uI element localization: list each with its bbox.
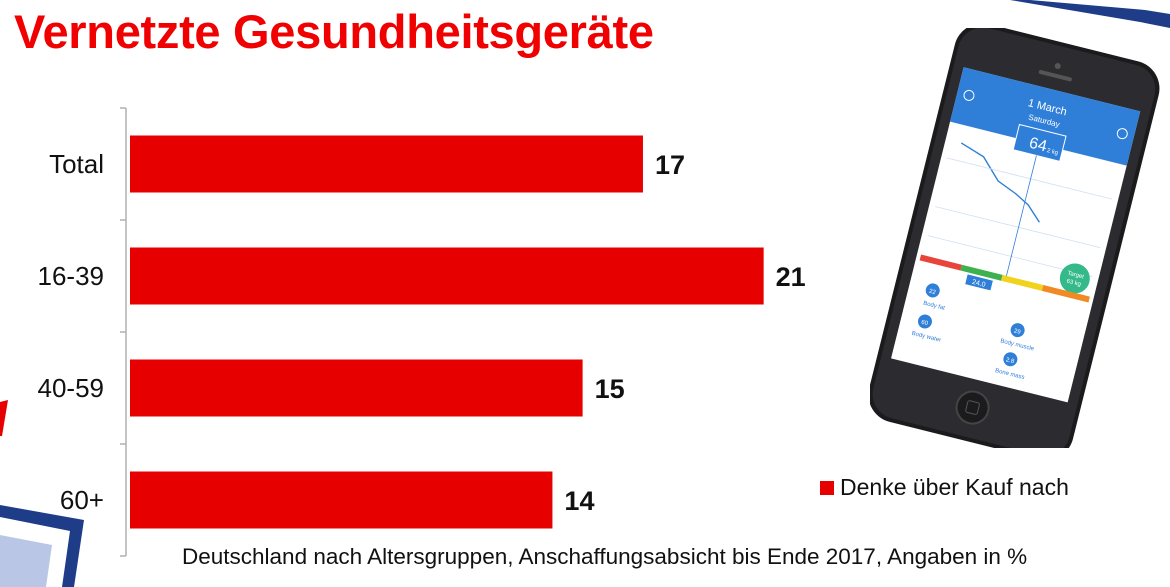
next-day-icon	[1116, 128, 1128, 140]
date-marker-line	[1004, 155, 1037, 282]
body-muscle-icon	[1010, 323, 1025, 338]
category-label: 60+	[60, 485, 104, 515]
data-label: 14	[564, 486, 594, 516]
chart-gridline	[947, 157, 1113, 200]
category-label: Total	[49, 149, 104, 179]
metric-value: 60	[921, 320, 930, 328]
legend-label: Denke über Kauf nach	[840, 474, 1069, 500]
footnote: Deutschland nach Altersgruppen, Anschaff…	[182, 544, 1028, 569]
bmi-value: 24.0	[971, 279, 986, 289]
metric-value: 29	[1013, 328, 1022, 336]
bmi-scale-yellow	[1001, 274, 1044, 291]
metric-value: 2.8	[1005, 357, 1015, 365]
left-white-inner	[0, 517, 70, 587]
target-value: 63 kg	[1066, 279, 1082, 288]
category-label: 16-39	[38, 261, 105, 291]
weight-unit: 2 kg	[1046, 148, 1058, 157]
bmi-scale-red	[919, 254, 962, 271]
body-water-icon	[917, 314, 932, 329]
weight-value: 64	[1027, 135, 1048, 156]
metric-value: 22	[928, 289, 937, 297]
bar	[130, 135, 643, 193]
page-title: Vernetzte Gesundheitsgeräte	[14, 5, 654, 58]
data-label: 21	[776, 262, 806, 292]
bar	[130, 471, 553, 529]
category-label: 40-59	[38, 373, 105, 403]
bmi-marker	[965, 274, 993, 291]
left-blue-inner	[0, 535, 52, 587]
body-fat-icon	[925, 283, 940, 298]
target-badge	[1059, 263, 1090, 294]
left-red-accent	[0, 400, 8, 436]
top-right-banner-inner	[1030, 0, 1170, 14]
data-label: 15	[595, 374, 625, 404]
bmi-scale-orange	[1041, 285, 1090, 303]
legend-swatch	[820, 480, 834, 495]
legend: Denke über Kauf nach	[820, 474, 1069, 501]
bar	[130, 247, 764, 305]
phone-camera	[1054, 63, 1061, 70]
bar	[130, 359, 583, 417]
bmi-scale-green	[960, 264, 1003, 281]
prev-day-icon	[963, 89, 975, 101]
bone-mass-icon	[1003, 352, 1018, 367]
weight-box	[1012, 123, 1067, 162]
chart-gridline	[934, 206, 1101, 249]
phone-speaker	[1038, 70, 1072, 82]
target-label: Target	[1067, 271, 1085, 281]
app-header	[950, 67, 1141, 166]
data-label: 17	[655, 150, 685, 180]
home-button	[955, 390, 990, 425]
home-button-glyph	[965, 400, 980, 415]
weight-trend-line	[960, 142, 1040, 223]
metric-label: Body fat	[923, 301, 946, 312]
smartphone-illustration: 1 March Saturday 64 2 kg Target 63 kg 24…	[870, 28, 1160, 448]
